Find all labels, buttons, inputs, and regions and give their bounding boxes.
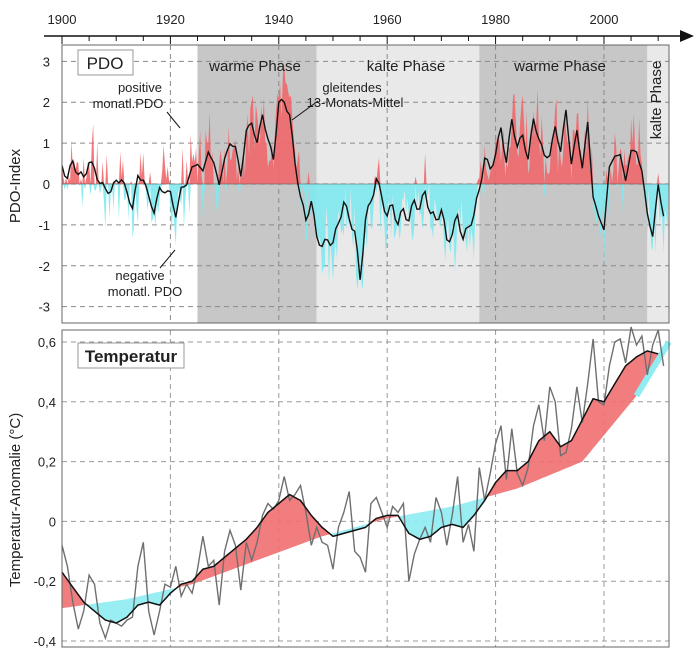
time-axis-arrowhead: [680, 30, 694, 42]
temperature-title-box: [77, 342, 185, 369]
annotation-negative-pointer: [159, 249, 176, 269]
annotation-positive: positive: [118, 80, 162, 95]
pdo-positive-area: [62, 65, 669, 184]
annotation-negative-2: monatl. PDO: [108, 284, 182, 299]
top-tick-label-3: 1960: [373, 12, 402, 27]
annotation-positive-pointer: [166, 111, 181, 129]
temp-y-tick-label-3: 0: [49, 514, 56, 529]
temp-fill-segment-1: [87, 587, 176, 624]
pdo-y-tick-label-3: 0: [43, 177, 50, 192]
pdo-smooth-line: [61, 98, 665, 280]
pdo-panel-title: PDO: [87, 54, 124, 73]
line-layer: [61, 98, 665, 641]
temperature-y-ticks: 0,6 0,4 0,2 0 -0,2 -0,4: [34, 335, 56, 649]
pdo-title-box: [77, 49, 134, 76]
pdo-negative-area: [62, 184, 669, 291]
pdo-y-tick-label-5: -2: [38, 259, 50, 274]
temperature-panel-frame: [61, 329, 670, 648]
temperature-panel-title: Temperatur: [85, 347, 178, 366]
annotation-smooth: gleitendes: [322, 80, 382, 95]
pdo-panel-frame: [61, 44, 670, 324]
pdo-y-tick-label-0: 3: [43, 54, 50, 69]
phase-label-cold-1: kalte Phase: [367, 58, 445, 75]
phase-label-warm-2: warme Phase: [513, 58, 606, 75]
top-axis-ticks: 1900 1920 1940 1960 1980 2000: [48, 12, 659, 44]
temp-y-tick-label-5: -0,4: [34, 634, 56, 649]
pdo-area-layer: [62, 65, 669, 291]
temp-fill-segment-4: [372, 515, 398, 523]
temp-y-tick-label-0: 0,6: [38, 335, 56, 350]
pdo-y-ticks: 3 2 1 0 -1 -2 -3: [38, 54, 50, 314]
temp-annual-line: [61, 326, 665, 641]
pdo-y-tick-label-1: 2: [43, 95, 50, 110]
pdo-y-tick-label-6: -3: [38, 300, 50, 315]
annotation-negative: negative: [115, 268, 164, 283]
temp-fill-segment-2: [177, 494, 331, 588]
top-tick-label-2: 1940: [264, 12, 293, 27]
temp-y-tick-label-2: 0,2: [38, 455, 56, 470]
top-tick-label-1: 1920: [156, 12, 185, 27]
pdo-y-axis-title: PDO-Index: [7, 148, 24, 223]
annotation-positive-2: monatl.PDO: [93, 96, 164, 111]
temp-fill-segment-3: [331, 522, 371, 537]
pdo-y-tick-label-4: -1: [38, 218, 50, 233]
annotation-smooth-pointer: [291, 100, 319, 121]
temp-fill-segment-6: [487, 350, 659, 497]
top-tick-label-0: 1900: [48, 12, 77, 27]
top-tick-label-4: 1980: [481, 12, 510, 27]
temp-y-tick-label-1: 0,4: [38, 395, 56, 410]
temp-trend-extension: [633, 340, 672, 398]
annotation-smooth-2: 13-Monats-Mittel: [307, 95, 404, 110]
temp-y-tick-label-4: -0,2: [34, 574, 56, 589]
temp-smooth-line: [61, 350, 659, 624]
pdo-y-tick-label-2: 1: [43, 136, 50, 151]
top-tick-label-5: 2000: [590, 12, 619, 27]
temperature-y-axis-title: Temperatur-Anomalie (°C): [7, 413, 24, 587]
phase-label-cold-2: kalte Phase: [648, 61, 665, 139]
phase-label-warm-1: warme Phase: [208, 58, 301, 75]
